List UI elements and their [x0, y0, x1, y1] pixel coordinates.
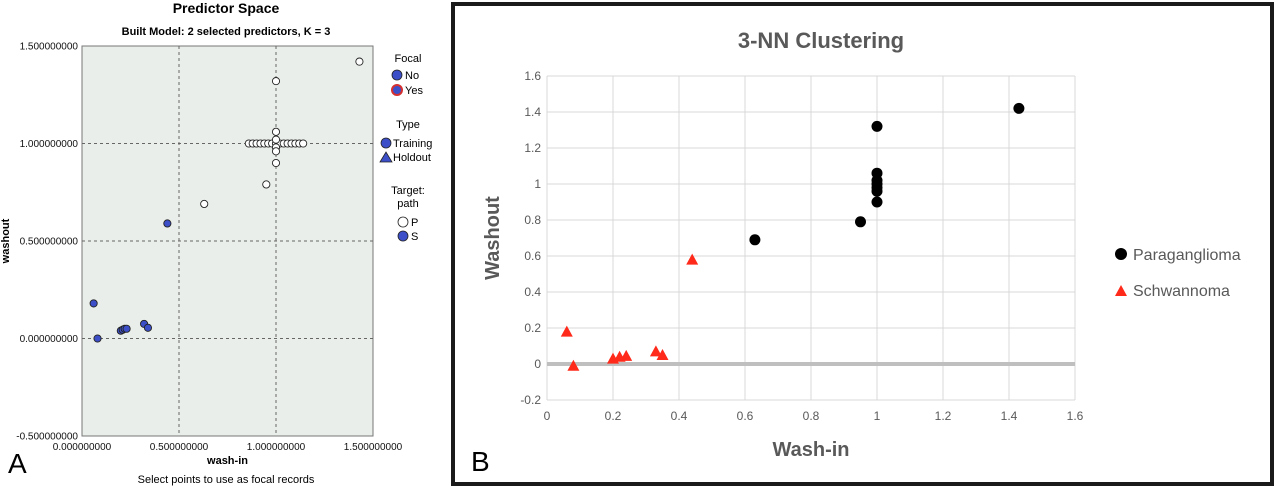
legend-type-holdout-label: Holdout	[393, 152, 431, 164]
y-tick-label-a: 0.000000000	[20, 334, 79, 345]
chart-a-footer: Select points to use as focal records	[137, 474, 315, 486]
data-point-schwannoma	[620, 349, 633, 361]
data-point-p	[271, 127, 281, 136]
data-point-paraganglioma	[1013, 102, 1025, 114]
data-point-p	[355, 57, 364, 66]
chart-b-title: 3-NN Clustering	[738, 28, 904, 53]
data-point-p	[200, 199, 209, 208]
legend-schwannoma-label: Schwannoma	[1133, 283, 1230, 300]
y-tick-label-b: 1.2	[524, 141, 541, 155]
data-point-paraganglioma	[871, 196, 883, 208]
legend-target-s-marker	[397, 230, 409, 242]
legend-paraganglioma-label: Paraganglioma	[1133, 247, 1241, 264]
data-point-schwannoma	[656, 349, 669, 360]
data-point-p	[271, 135, 281, 144]
y-tick-label-b: 0	[534, 357, 541, 371]
y-tick-label-b: 1	[534, 177, 541, 191]
x-axis-label-a: wash-in	[206, 455, 248, 467]
x-tick-label-b: 0.6	[737, 409, 754, 423]
data-point-s	[143, 323, 153, 332]
data-point-schwannoma	[560, 325, 573, 337]
legend-type-training-label: Training	[393, 138, 432, 150]
legend-target-p-label: P	[411, 217, 418, 229]
x-tick-label-b: 0	[544, 409, 551, 423]
data-point-paraganglioma	[871, 120, 883, 132]
y-axis-label-b: Washout	[482, 196, 504, 280]
data-point-s	[89, 299, 98, 308]
x-tick-label-b: 1	[874, 409, 881, 423]
y-tick-label-a: -0.500000000	[16, 432, 78, 443]
y-tick-label-b: -0.2	[520, 393, 541, 407]
data-point-s	[93, 334, 102, 343]
chart-b-svg: 3-NN Clustering-0.200.20.40.60.811.21.41…	[482, 28, 1241, 461]
panel-b-label: B	[471, 446, 490, 477]
x-tick-label-b: 1.2	[935, 409, 952, 423]
legend-focal-title: Focal	[395, 53, 422, 65]
data-point-schwannoma	[686, 253, 699, 265]
legend-schwannoma-marker	[1115, 285, 1127, 296]
y-axis-label-a: washout	[0, 218, 12, 264]
legend-focal-no-label: No	[405, 70, 419, 82]
x-tick-label-a: 0.000000000	[53, 442, 112, 453]
data-point-p	[299, 139, 308, 148]
legend-focal-yes-marker	[391, 84, 403, 96]
chart-a-svg: -0.5000000000.0000000000.5000000001.0000…	[0, 42, 432, 468]
y-tick-label-b: 0.6	[524, 249, 541, 263]
data-point-p	[271, 147, 281, 156]
legend-type-training-marker	[380, 137, 392, 149]
data-point-s	[163, 219, 172, 228]
y-tick-label-a: 1.000000000	[20, 139, 79, 150]
panel-b: 3-NN Clustering -0.2 0 0.2 0.4 0.6 0.8 1 1.2 1.4 1…	[451, 2, 1274, 486]
data-point-paraganglioma	[871, 185, 883, 197]
data-point-p	[271, 158, 281, 168]
chart-a-title: Predictor Space	[172, 0, 280, 16]
legend-target-p-marker	[397, 216, 409, 228]
x-tick-label-a: 0.500000000	[150, 442, 209, 453]
legend-paraganglioma-marker	[1115, 248, 1127, 260]
x-tick-label-b: 0.2	[605, 409, 622, 423]
legend-focal-yes-label: Yes	[405, 85, 423, 97]
x-tick-label-b: 0.8	[803, 409, 820, 423]
data-point-schwannoma	[567, 359, 580, 371]
y-tick-label-a: 0.500000000	[20, 237, 79, 248]
data-point-schwannoma	[649, 345, 662, 357]
x-tick-label-a: 1.500000000	[344, 442, 403, 453]
chart-a-subtitle: Built Model: 2 selected predictors, K = …	[121, 26, 331, 38]
data-point-paraganglioma	[855, 216, 866, 228]
legend-target-subtitle: path	[397, 198, 418, 210]
y-tick-label-a: 1.500000000	[20, 42, 79, 53]
legend-type-holdout-marker	[379, 151, 393, 163]
legend-target-title: Target:	[391, 185, 425, 197]
x-tick-label-b: 1.4	[1001, 409, 1018, 423]
x-tick-label-b: 1.6	[1067, 409, 1084, 423]
legend-type-title: Type	[396, 119, 420, 131]
x-tick-label-b: 0.4	[671, 409, 688, 423]
x-axis-label-b: Wash-in	[772, 439, 849, 461]
y-tick-label-b: 0.2	[524, 321, 541, 335]
data-point-p	[271, 77, 281, 86]
legend-focal-no-marker	[391, 69, 403, 81]
data-point-paraganglioma	[749, 234, 761, 246]
y-tick-label-b: 0.8	[524, 213, 541, 227]
data-point-p	[262, 180, 271, 189]
y-tick-label-b: 1.6	[524, 69, 541, 83]
x-tick-label-a: 1.000000000	[247, 442, 306, 453]
legend-target-s-label: S	[411, 231, 418, 243]
y-tick-label-b: 0.4	[524, 285, 541, 299]
panel-a-label: A	[8, 448, 27, 479]
data-point-s	[122, 324, 131, 333]
y-tick-label-b: 1.4	[524, 105, 541, 119]
